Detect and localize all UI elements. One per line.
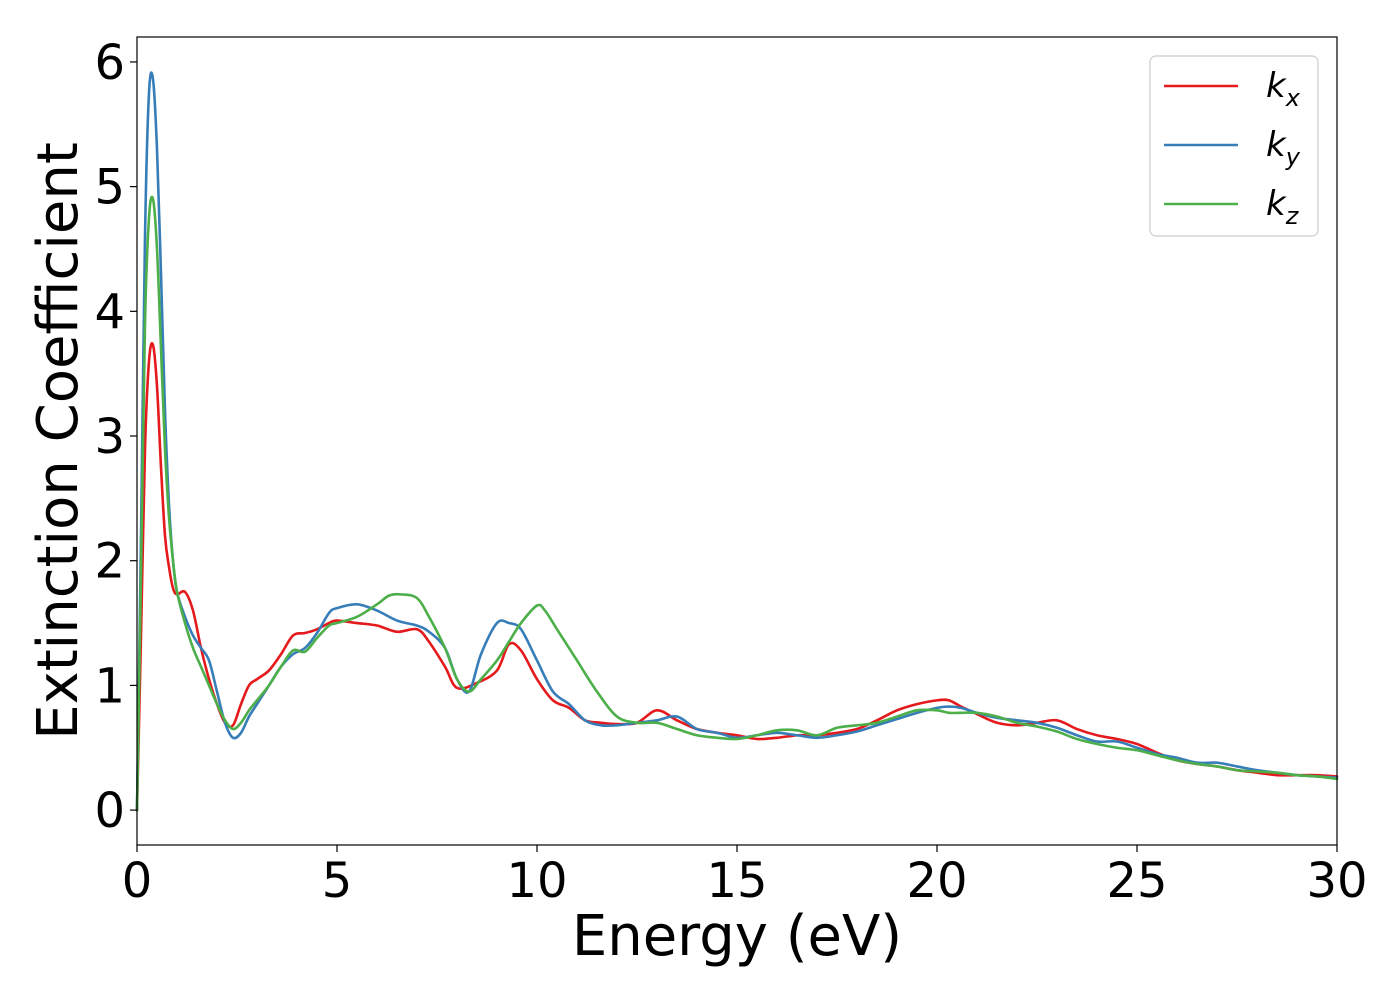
- y-tick-label: 1: [94, 658, 125, 714]
- plot-lines: [135, 71, 1339, 812]
- x-tick-label: 30: [1306, 853, 1367, 909]
- x-axis: 0 5 10 15 20 25 30: [122, 845, 1368, 909]
- y-tick-label: 3: [94, 409, 125, 465]
- y-tick-label: 2: [94, 534, 125, 590]
- y-axis-title: Extinction Coefficient: [26, 142, 91, 740]
- series-line-x: [135, 342, 1339, 812]
- x-tick-label: 10: [506, 853, 567, 909]
- y-tick-label: 4: [94, 284, 125, 340]
- y-axis: 0 1 2 3 4 5 6: [94, 35, 137, 839]
- y-tick-label: 0: [94, 783, 125, 839]
- legend-label-y: ky: [1266, 125, 1301, 171]
- x-tick-label: 15: [706, 853, 767, 909]
- legend-label-z: kz: [1266, 184, 1300, 230]
- x-tick-label: 25: [1106, 853, 1167, 909]
- y-tick-label: 6: [94, 35, 125, 91]
- legend-label-x: kx: [1266, 66, 1301, 112]
- x-tick-label: 5: [322, 853, 353, 909]
- x-tick-label: 20: [906, 853, 967, 909]
- y-tick-label: 5: [94, 160, 125, 216]
- legend: kx ky kz: [1149, 55, 1319, 237]
- series-line-y: [135, 71, 1339, 812]
- series-line-z: [135, 195, 1339, 812]
- x-tick-label: 0: [122, 853, 153, 909]
- x-axis-title: Energy (eV): [572, 904, 902, 969]
